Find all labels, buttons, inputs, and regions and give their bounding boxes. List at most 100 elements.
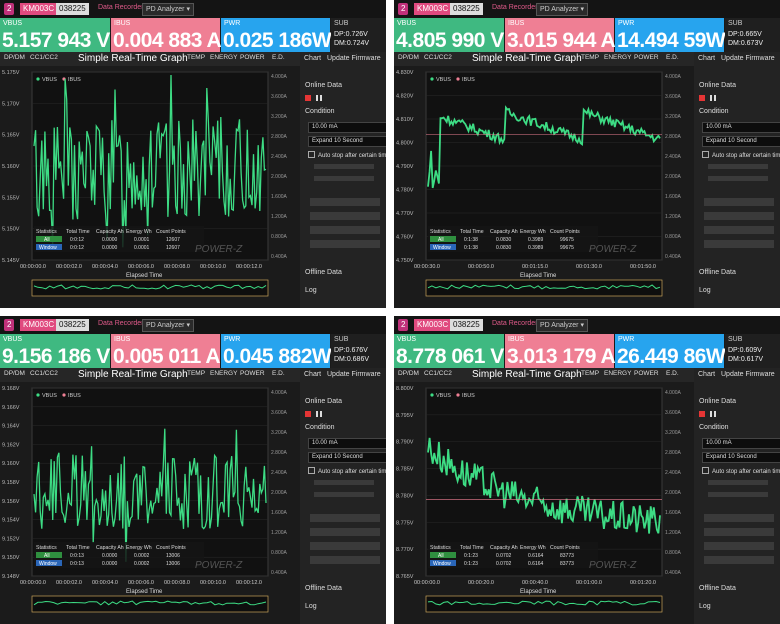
pause-button[interactable] — [710, 95, 716, 101]
current-tick-label: 4.000A — [665, 390, 682, 396]
tab-dpdm[interactable]: DP/DM — [398, 370, 419, 377]
menu-data-recorder[interactable]: Data Recorder — [98, 4, 144, 11]
auto-stop-checkbox[interactable]: Auto stop after certain time — [308, 467, 386, 475]
pause-button[interactable] — [316, 411, 322, 417]
tab-update-firmware[interactable]: Update Firmware — [721, 55, 775, 62]
tab-cc1cc2[interactable]: CC1/CC2 — [30, 370, 58, 377]
legend-vbus-marker — [36, 393, 40, 397]
stats-window-value: 12607 — [166, 245, 180, 251]
auto-stop-checkbox[interactable]: Auto stop after certain time — [308, 151, 386, 159]
menu-pd-analyzer[interactable]: PD Analyzer ▾ — [536, 3, 588, 16]
x-tick-label: 00:00:00.0 — [414, 580, 440, 586]
vbus-trace — [33, 428, 267, 562]
device-model-badge[interactable]: KM003C — [414, 319, 452, 331]
auto-stop-checkbox[interactable]: Auto stop after certain time — [702, 151, 780, 159]
y-tick-label: 8.775V — [396, 520, 414, 526]
tab-ed[interactable]: E.D. — [272, 370, 285, 377]
tab-temp[interactable]: TEMP — [581, 54, 600, 61]
realtime-graph[interactable]: 8.800V 8.795V 8.790V 8.785V 8.780V 8.775V 8.77… — [394, 382, 694, 624]
tab-energy[interactable]: ENERGY — [604, 54, 632, 61]
current-tick-label: 2.400A — [271, 154, 288, 160]
tab-power[interactable]: POWER — [240, 370, 265, 377]
elapsed-time-label: Elapsed Time — [126, 589, 163, 595]
tab-ed[interactable]: E.D. — [666, 54, 679, 61]
expand-select[interactable]: Expand 10 Second — [308, 452, 386, 463]
tab-power[interactable]: POWER — [240, 54, 265, 61]
current-threshold-input[interactable]: 10.00 mA — [308, 438, 386, 449]
x-tick-label: 00:00:04.0 — [92, 580, 118, 586]
device-index-badge: 2 — [398, 3, 409, 15]
sampling-rate-box — [310, 514, 380, 522]
stats-all-value: 83773 — [560, 553, 574, 559]
tab-energy[interactable]: ENERGY — [604, 370, 632, 377]
pause-button[interactable] — [316, 95, 322, 101]
tab-temp[interactable]: TEMP — [187, 54, 206, 61]
menu-data-recorder[interactable]: Data Recorder — [492, 4, 538, 11]
elapsed-time-label: Elapsed Time — [126, 273, 163, 279]
tab-chart[interactable]: Chart — [304, 55, 322, 62]
menu-data-recorder[interactable]: Data Recorder — [98, 320, 144, 327]
tab-update-firmware[interactable]: Update Firmware — [327, 371, 381, 378]
tab-dpdm[interactable]: DP/DM — [4, 54, 25, 61]
sub-dp-value: DP:0.665V — [728, 31, 762, 38]
condition-heading: Condition — [699, 108, 729, 115]
tab-ed[interactable]: E.D. — [272, 54, 285, 61]
expand-select[interactable]: Expand 10 Second — [702, 136, 780, 147]
vbus-value: 9.156 186 V — [2, 345, 110, 368]
sampling-rate-box — [310, 212, 380, 220]
tab-energy[interactable]: ENERGY — [210, 370, 238, 377]
expand-select[interactable]: Expand 10 Second — [308, 136, 386, 147]
graph-tabs: DP/DM CC1/CC2 Simple Real-Time Graph TEM… — [394, 368, 694, 382]
tab-dpdm[interactable]: DP/DM — [398, 54, 419, 61]
realtime-graph[interactable]: 4.830V 4.820V 4.810V 4.800V 4.790V 4.780V 4.77… — [394, 66, 694, 308]
device-model-badge[interactable]: KM003C — [20, 3, 58, 15]
current-threshold-input[interactable]: 10.00 mA — [702, 122, 780, 133]
tab-cc1cc2[interactable]: CC1/CC2 — [424, 370, 452, 377]
device-model-badge[interactable]: KM003C — [20, 319, 58, 331]
current-threshold-input[interactable]: 10.00 mA — [702, 438, 780, 449]
tab-chart[interactable]: Chart — [698, 55, 716, 62]
pwr-value: 14.494 59W — [617, 29, 726, 52]
pause-button[interactable] — [710, 411, 716, 417]
tab-power[interactable]: POWER — [634, 370, 659, 377]
current-threshold-input[interactable]: 10.00 mA — [308, 122, 386, 133]
sampling-rate-box — [704, 514, 774, 522]
tab-temp[interactable]: TEMP — [187, 370, 206, 377]
menu-data-recorder[interactable]: Data Recorder — [492, 320, 538, 327]
tab-cc1cc2[interactable]: CC1/CC2 — [424, 54, 452, 61]
tab-temp[interactable]: TEMP — [581, 370, 600, 377]
powerz-window: 2 KM003C 038225 Data Recorder PD Analyze… — [394, 316, 780, 624]
stats-header: Statistics — [36, 229, 57, 235]
side-panel: Chart Update Firmware Online Data Condit… — [694, 52, 780, 308]
expand-select[interactable]: Expand 10 Second — [702, 452, 780, 463]
realtime-graph[interactable]: 9.168V 9.166V 9.164V 9.162V 9.160V 9.158V 9.15… — [0, 382, 300, 624]
offline-data-heading: Offline Data — [305, 269, 342, 276]
menu-pd-analyzer[interactable]: PD Analyzer ▾ — [142, 3, 194, 16]
record-button[interactable] — [699, 411, 705, 417]
tab-dpdm[interactable]: DP/DM — [4, 370, 25, 377]
tab-chart[interactable]: Chart — [698, 371, 716, 378]
pwr-tile: PWR 26.449 86W — [615, 334, 726, 368]
y-tick-label: 8.785V — [396, 467, 414, 473]
x-tick-label: 00:00:08.0 — [164, 264, 190, 270]
realtime-graph[interactable]: 5.175V 5.170V 5.165V 5.160V 5.155V 5.150V 5.14… — [0, 66, 300, 308]
tab-power[interactable]: POWER — [634, 54, 659, 61]
device-model-badge[interactable]: KM003C — [414, 3, 452, 15]
record-button[interactable] — [305, 411, 311, 417]
record-button[interactable] — [305, 95, 311, 101]
stats-window-tag — [430, 560, 456, 566]
sampling-rate-box — [310, 528, 380, 536]
auto-stop-checkbox[interactable]: Auto stop after certain time — [702, 467, 780, 475]
tab-ed[interactable]: E.D. — [666, 370, 679, 377]
tab-chart[interactable]: Chart — [304, 371, 322, 378]
side-panel: Chart Update Firmware Online Data Condit… — [300, 52, 386, 308]
menu-pd-analyzer[interactable]: PD Analyzer ▾ — [536, 319, 588, 332]
stats-all-value: 0.0702 — [496, 553, 512, 559]
record-button[interactable] — [699, 95, 705, 101]
menu-pd-analyzer[interactable]: PD Analyzer ▾ — [142, 319, 194, 332]
tab-update-firmware[interactable]: Update Firmware — [721, 371, 775, 378]
tab-update-firmware[interactable]: Update Firmware — [327, 55, 381, 62]
tab-cc1cc2[interactable]: CC1/CC2 — [30, 54, 58, 61]
tab-energy[interactable]: ENERGY — [210, 54, 238, 61]
sampling-rate-box — [310, 226, 380, 234]
